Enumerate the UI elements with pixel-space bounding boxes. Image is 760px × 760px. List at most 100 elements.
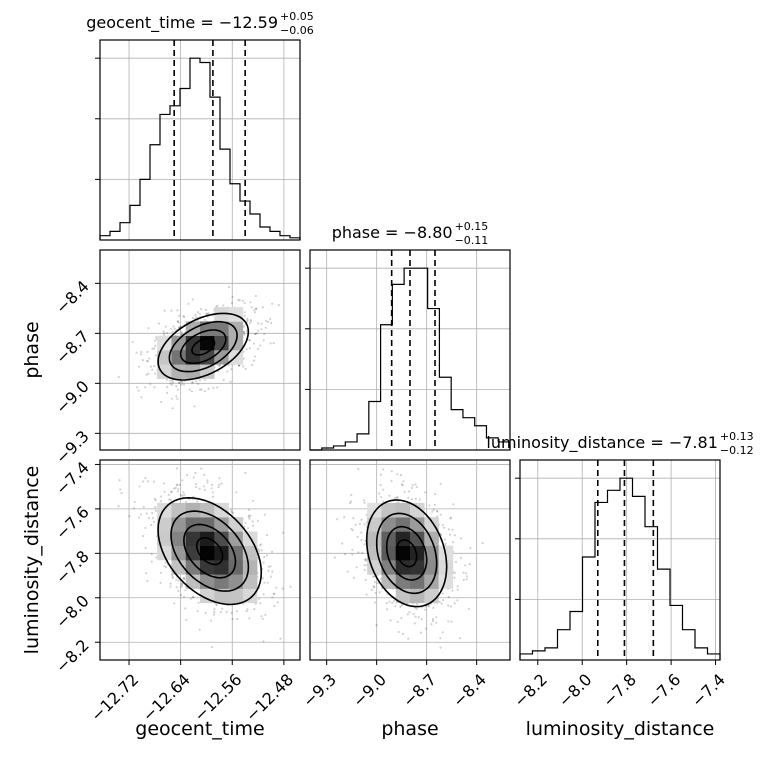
contour	[157, 496, 263, 606]
density-phase-luminosity_distance	[365, 499, 454, 608]
sample-point	[206, 481, 209, 484]
sample-point	[393, 599, 396, 603]
sample-point	[244, 521, 247, 524]
sample-point	[170, 383, 173, 386]
density-cell	[171, 502, 187, 518]
sample-point	[363, 501, 366, 504]
sample-point	[182, 383, 185, 386]
sample-point	[362, 499, 365, 502]
sample-point	[371, 588, 374, 592]
panel-frame	[519, 459, 721, 661]
sample-point	[247, 514, 250, 517]
sample-point	[135, 386, 139, 389]
density-cell	[367, 502, 382, 518]
sample-point	[154, 509, 158, 512]
sample-point	[191, 381, 194, 384]
sample-point	[449, 517, 452, 520]
density-cell	[157, 531, 172, 547]
sample-point	[184, 607, 187, 610]
panel-frame	[99, 39, 301, 241]
sample-point	[213, 608, 216, 611]
sample-point	[360, 518, 363, 521]
sample-point	[415, 486, 418, 489]
sample-point	[258, 597, 261, 600]
contour	[365, 499, 448, 608]
sample-point	[212, 386, 215, 390]
panel-frame	[309, 249, 511, 451]
sample-point	[176, 309, 179, 312]
sample-point	[244, 367, 247, 370]
sample-point	[159, 500, 162, 503]
sample-point	[271, 596, 274, 599]
sample-point	[177, 589, 180, 593]
density-cell	[228, 307, 244, 322]
sample-point	[390, 479, 393, 482]
sample-point	[187, 302, 190, 305]
sample-point	[238, 364, 241, 367]
sample-point	[264, 326, 267, 329]
sample-point	[204, 308, 208, 312]
sample-point	[431, 510, 434, 513]
sample-point	[449, 605, 452, 608]
sample-point	[432, 606, 435, 610]
sample-point	[120, 492, 123, 495]
sample-point	[149, 365, 152, 368]
sample-point	[180, 331, 183, 334]
sample-point	[273, 604, 276, 608]
sample-point	[150, 523, 153, 527]
sample-point	[204, 612, 207, 615]
sample-point	[436, 515, 439, 518]
sample-point	[262, 339, 265, 342]
sample-point	[162, 482, 166, 485]
sample-point	[216, 386, 219, 389]
sample-point	[169, 585, 172, 588]
sample-point	[456, 585, 459, 588]
sample-point	[231, 617, 234, 621]
sample-point	[469, 547, 472, 550]
sample-point	[225, 610, 228, 614]
sample-point	[261, 617, 264, 620]
sample-point	[336, 518, 339, 521]
sample-point	[148, 357, 151, 360]
sample-point	[162, 332, 166, 335]
sample-point	[171, 379, 174, 382]
sample-point	[400, 617, 403, 620]
sample-point	[255, 307, 258, 310]
y-tick-label-luminosity_distance: −8.2	[52, 636, 93, 677]
sample-point	[245, 330, 248, 333]
sample-point	[195, 316, 198, 319]
sample-point	[260, 549, 263, 552]
sample-point	[374, 591, 377, 595]
sample-point	[243, 314, 246, 317]
sample-point	[159, 571, 162, 574]
sample-point	[253, 355, 257, 358]
sample-point	[356, 535, 359, 539]
y-tick-label-phase: −8.7	[52, 327, 93, 368]
x-tick-label-geocent_time: −12.48	[242, 670, 297, 725]
sample-point	[196, 311, 199, 314]
sample-point	[194, 471, 197, 474]
sample-point	[451, 528, 454, 531]
sample-point	[215, 603, 218, 606]
sample-point	[212, 613, 216, 616]
sample-point	[222, 378, 225, 382]
sample-point	[355, 566, 358, 569]
sample-point	[165, 378, 169, 381]
sample-point	[170, 397, 173, 400]
sample-point	[386, 608, 389, 611]
sample-point	[412, 612, 415, 616]
sample-point	[427, 604, 430, 607]
sample-point	[267, 569, 270, 572]
sample-point	[242, 325, 246, 328]
sample-point	[389, 619, 392, 622]
sample-point	[456, 588, 459, 591]
sample-point	[155, 556, 158, 559]
density-cell	[395, 545, 411, 561]
title-plus-error: +0.05	[280, 10, 314, 23]
sample-point	[255, 332, 258, 335]
density-cell	[214, 531, 229, 547]
sample-point	[216, 304, 219, 307]
sample-point	[394, 605, 397, 608]
sample-point	[358, 522, 361, 526]
